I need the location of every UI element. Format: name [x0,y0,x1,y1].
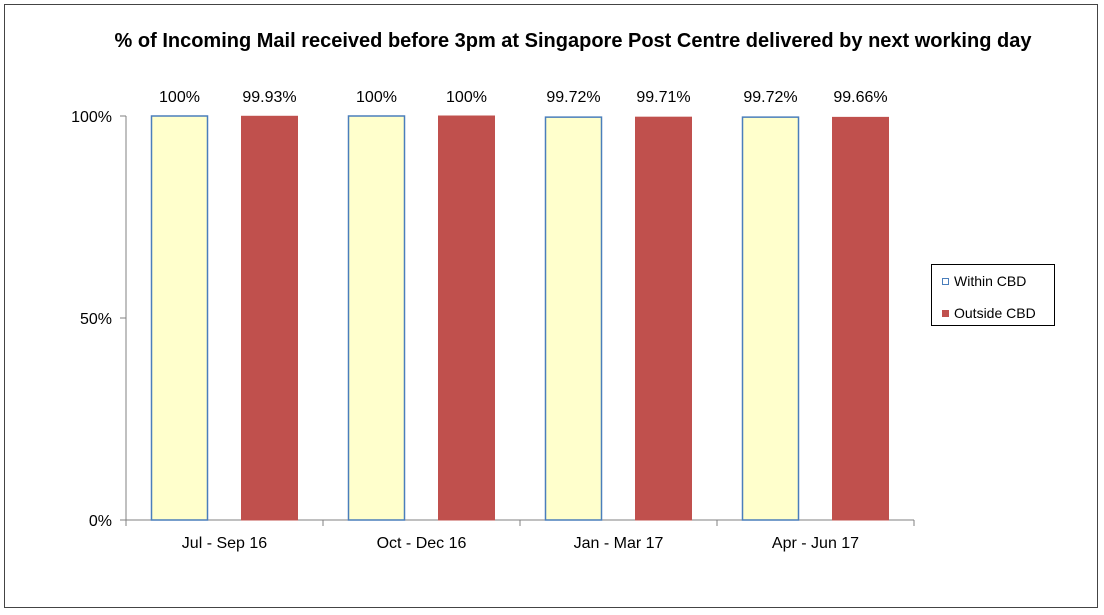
data-label: 99.72% [546,89,600,106]
legend-item-outside-cbd: Outside CBD [942,304,1036,322]
legend-item-within-cbd: Within CBD [942,272,1026,290]
y-tick-label: 50% [80,311,112,328]
legend-label-outside-cbd: Outside CBD [954,305,1036,321]
chart-title: % of Incoming Mail received before 3pm a… [114,30,1032,52]
legend-swatch-within-cbd [942,277,949,285]
data-label: 99.71% [636,89,690,106]
data-label: 100% [159,89,200,106]
bar-outside-cbd [635,116,692,521]
bar-within-cbd [150,115,209,521]
legend-label-within-cbd: Within CBD [954,273,1027,289]
x-tick-label: Oct - Dec 16 [377,535,467,552]
bar-within-cbd [347,115,406,521]
x-tick-label: Apr - Jun 17 [772,535,859,552]
y-tick-label: 0% [89,513,112,530]
chart-legend: Within CBD Outside CBD [931,264,1055,326]
bar-within-cbd [544,116,603,521]
legend-swatch-outside-cbd [942,309,949,317]
x-tick-label: Jul - Sep 16 [182,535,267,552]
bar-outside-cbd [438,115,495,521]
data-label: 100% [446,89,487,106]
y-tick-label: 100% [71,109,112,126]
data-label: 99.66% [833,89,887,106]
bar-within-cbd [741,116,800,521]
bar-outside-cbd [832,116,889,521]
x-tick-label: Jan - Mar 17 [574,535,664,552]
data-label: 100% [356,89,397,106]
data-label: 99.72% [743,89,797,106]
data-label: 99.93% [242,89,296,106]
bar-outside-cbd [241,115,298,521]
